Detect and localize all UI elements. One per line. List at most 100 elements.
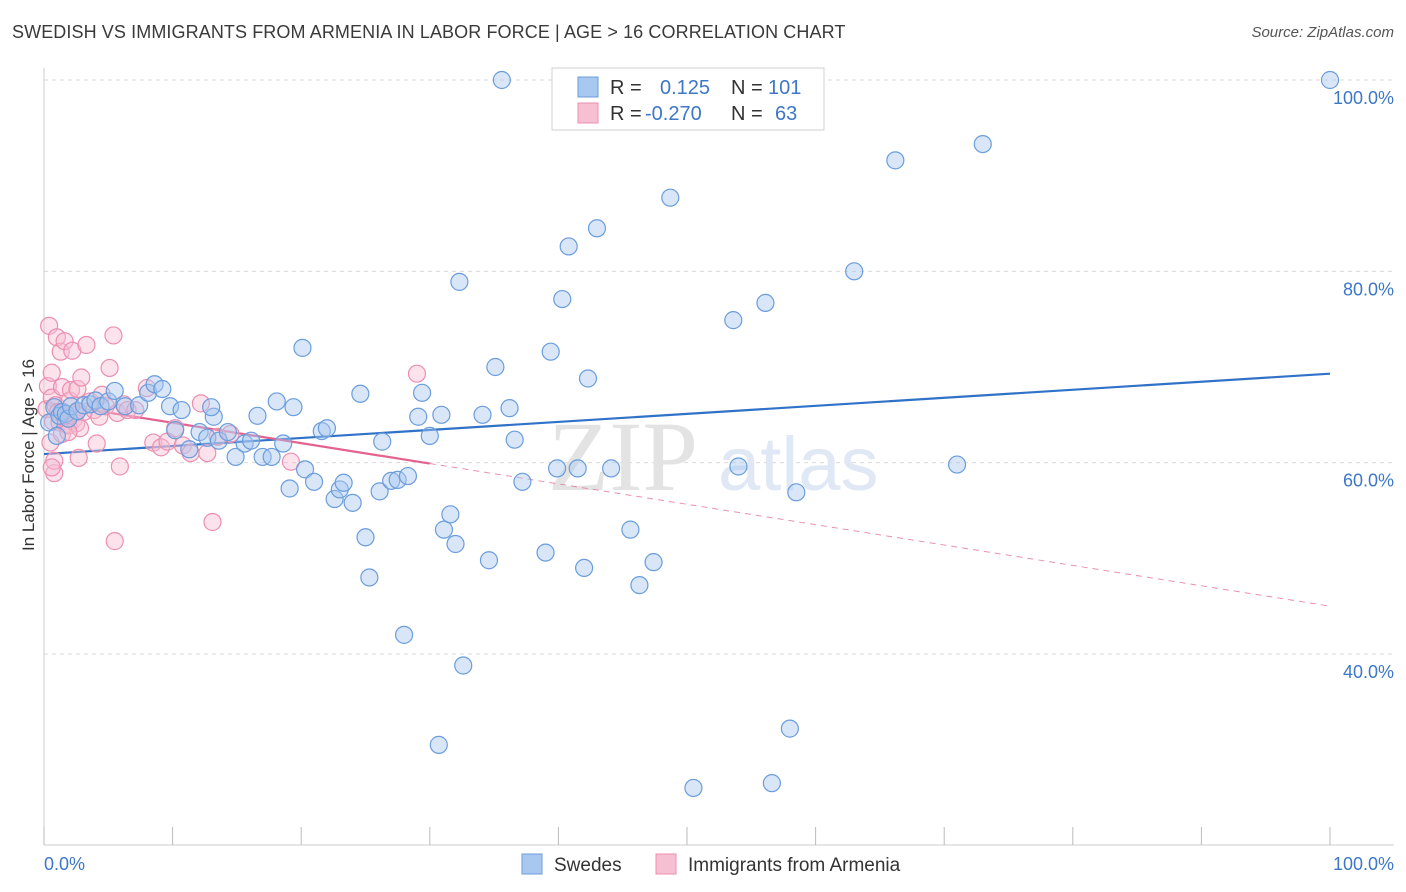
swedes-point bbox=[762, 774, 781, 793]
swedes-point bbox=[553, 289, 572, 309]
swedes-point bbox=[505, 430, 524, 449]
swedes-point bbox=[973, 134, 992, 154]
swedes-point bbox=[780, 719, 799, 738]
armenia-point bbox=[38, 377, 57, 396]
legend-n-label-armenia: N = bbox=[731, 103, 763, 125]
armenia-point bbox=[69, 448, 88, 467]
armenia-points bbox=[37, 316, 427, 551]
swedes-point bbox=[644, 553, 663, 572]
legend-r-label-armenia: R = bbox=[610, 103, 642, 125]
armenia-point bbox=[87, 434, 106, 453]
swedes-point bbox=[724, 311, 743, 330]
swedes-point bbox=[630, 576, 649, 595]
swedes-point bbox=[536, 543, 555, 562]
swedes-point bbox=[99, 392, 118, 411]
y-tick-labels: 40.0% 60.0% 80.0% 100.0% bbox=[1333, 88, 1394, 682]
x-tick-label-max: 100.0% bbox=[1333, 854, 1394, 874]
swedes-point bbox=[479, 551, 499, 570]
armenia-point bbox=[221, 424, 240, 444]
swedes-point bbox=[351, 384, 370, 403]
swedes-point bbox=[429, 735, 448, 754]
swedes-point bbox=[86, 391, 105, 410]
armenia-point bbox=[104, 326, 123, 345]
swedes-point bbox=[343, 493, 362, 512]
armenia-point bbox=[77, 335, 96, 355]
y-axis-label: In Labor Force | Age > 16 bbox=[19, 359, 38, 551]
swedes-point bbox=[218, 422, 237, 442]
swedes-point bbox=[248, 406, 267, 425]
swedes-point bbox=[587, 219, 607, 238]
swedes-point bbox=[756, 293, 775, 313]
swedes-point bbox=[325, 489, 344, 509]
swedes-point bbox=[548, 459, 567, 478]
legend-box: R = 0.125 N = 101 R = -0.270 N = 63 bbox=[551, 67, 825, 131]
legend-n-value-armenia: 63 bbox=[775, 103, 797, 125]
swedes-point bbox=[166, 421, 185, 440]
swedes-point bbox=[198, 428, 217, 447]
armenia-point bbox=[203, 512, 222, 532]
swedes-point bbox=[513, 472, 532, 491]
swedes-point bbox=[360, 568, 379, 587]
swedes-point bbox=[434, 520, 454, 539]
y-tick-label: 100.0% bbox=[1333, 88, 1394, 108]
swedes-point bbox=[575, 558, 594, 578]
armenia-trend-line-dashed bbox=[429, 463, 1331, 607]
swedes-point bbox=[420, 426, 439, 445]
swedes-point bbox=[886, 151, 905, 170]
swedes-point bbox=[304, 472, 324, 491]
swedes-point bbox=[398, 466, 418, 486]
swedes-point bbox=[388, 470, 407, 489]
swedes-point bbox=[160, 397, 180, 416]
x-tick-labels: 0.0% 100.0% bbox=[44, 854, 1394, 874]
axes bbox=[43, 68, 1394, 846]
swedes-point bbox=[486, 357, 505, 377]
swedes-point bbox=[454, 656, 473, 675]
swedes-point bbox=[492, 70, 511, 90]
legend-n-label-swedes: N = bbox=[731, 77, 763, 99]
source-label: Source: ZipAtlas.com bbox=[1251, 24, 1394, 41]
swedes-point bbox=[241, 431, 261, 450]
swedes-point bbox=[295, 460, 315, 479]
swedes-point bbox=[578, 369, 598, 388]
y-tick-label: 80.0% bbox=[1343, 279, 1394, 299]
swedes-point bbox=[541, 342, 560, 361]
armenia-point bbox=[110, 457, 129, 476]
armenia-point bbox=[191, 394, 210, 413]
armenia-point bbox=[55, 332, 74, 351]
swedes-point bbox=[568, 459, 587, 478]
legend-r-label-swedes: R = bbox=[610, 77, 642, 99]
watermark-atlas: atlas bbox=[718, 422, 879, 507]
swedes-trend-line bbox=[43, 372, 1331, 456]
bottom-legend-label-armenia: Immigrants from Armenia bbox=[688, 855, 901, 876]
watermark: ZIP atlas bbox=[548, 401, 879, 512]
swedes-point bbox=[602, 459, 621, 478]
swedes-point bbox=[684, 778, 703, 798]
armenia-point bbox=[42, 363, 61, 382]
swedes-point bbox=[172, 400, 191, 420]
y-tick-label: 60.0% bbox=[1343, 471, 1394, 491]
gridlines bbox=[44, 79, 1394, 655]
swedes-point bbox=[661, 188, 680, 207]
swedes-point bbox=[450, 272, 469, 291]
swedes-point bbox=[500, 399, 519, 418]
y-tick-label: 40.0% bbox=[1343, 662, 1394, 682]
armenia-point bbox=[407, 364, 427, 383]
bottom-legend-label-swedes: Swedes bbox=[554, 855, 622, 876]
swedes-point bbox=[274, 434, 293, 453]
watermark-zip: ZIP bbox=[548, 401, 698, 512]
legend-swatch-armenia bbox=[577, 102, 599, 124]
swedes-point bbox=[280, 479, 299, 498]
bottom-legend: Swedes Immigrants from Armenia bbox=[521, 853, 901, 876]
swedes-point bbox=[373, 432, 392, 451]
swedes-point bbox=[267, 392, 286, 411]
swedes-point bbox=[356, 528, 375, 547]
swedes-points bbox=[40, 70, 1340, 798]
swedes-point bbox=[370, 482, 389, 501]
swedes-point bbox=[409, 407, 428, 426]
swedes-point bbox=[317, 419, 337, 438]
swedes-point bbox=[845, 262, 864, 281]
swedes-point bbox=[202, 398, 221, 417]
swedes-point bbox=[312, 421, 331, 441]
armenia-point bbox=[61, 380, 81, 400]
